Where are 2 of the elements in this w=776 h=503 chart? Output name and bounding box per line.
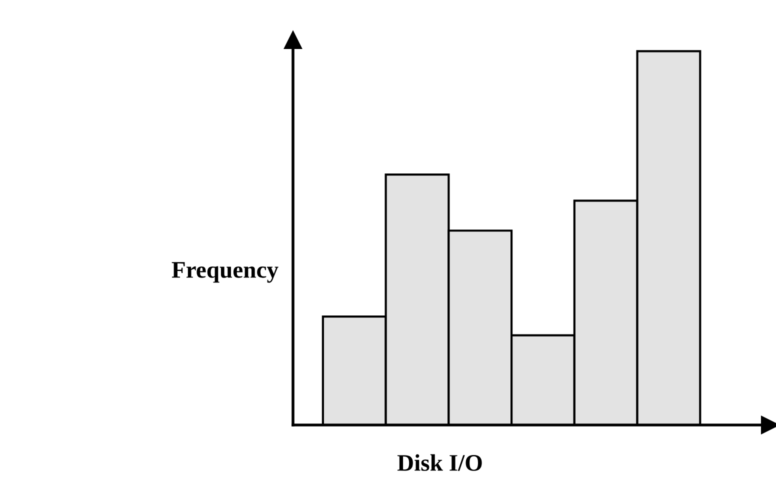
y-axis-title: Frequency bbox=[172, 262, 278, 283]
x-axis-title: Disk I/O bbox=[397, 454, 482, 471]
